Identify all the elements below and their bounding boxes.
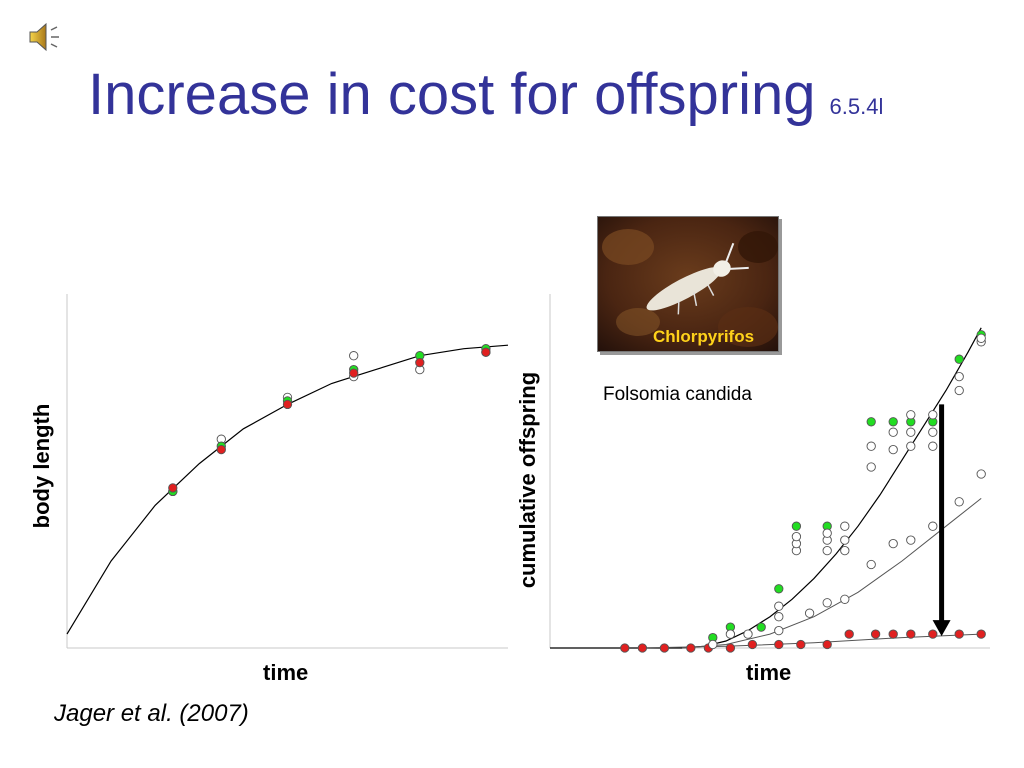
right-point-open-37 — [954, 497, 964, 507]
right-point-open-13 — [840, 545, 850, 556]
right-arrow-head — [932, 620, 951, 637]
left-point-red-6 — [481, 347, 491, 357]
right-point-open-25 — [928, 410, 938, 420]
right-point-red-12 — [870, 629, 881, 639]
right-point-red-4 — [686, 643, 696, 653]
right-point-open-3 — [743, 629, 753, 639]
right-fit-line-2 — [681, 498, 982, 649]
right-point-green-5 — [791, 521, 802, 531]
right-point-open-5 — [774, 612, 784, 622]
photo-label: Chlorpyrifos — [653, 327, 755, 346]
left-point-red-5 — [415, 357, 425, 368]
speaker-icon[interactable] — [26, 20, 66, 54]
right-point-green-8 — [888, 417, 898, 427]
right-point-green-7 — [866, 417, 876, 427]
right-point-open-14 — [840, 535, 850, 545]
right-point-red-17 — [976, 629, 986, 639]
right-point-green-11 — [954, 354, 964, 364]
right-point-open-16 — [866, 462, 876, 472]
slide-number: 6.5.4l — [829, 94, 884, 119]
right-point-open-12 — [822, 528, 832, 538]
right-fit-line-3 — [637, 633, 982, 649]
right-point-open-22 — [906, 410, 916, 420]
right-point-red-15 — [928, 629, 938, 639]
right-point-open-1 — [708, 639, 718, 650]
right-point-red-6 — [725, 643, 736, 653]
right-point-open-24 — [928, 427, 938, 437]
left-point-red-3 — [282, 399, 293, 410]
right-point-open-27 — [954, 371, 964, 382]
springtail-image — [598, 217, 778, 351]
right-point-red-16 — [954, 629, 964, 639]
right-point-open-20 — [906, 441, 916, 451]
right-point-red-8 — [774, 639, 784, 650]
left-point-red-2 — [216, 444, 226, 455]
right-point-open-36 — [928, 521, 938, 531]
left-point-red-1 — [168, 483, 178, 493]
right-point-open-10 — [822, 545, 832, 556]
right-point-red-3 — [659, 643, 670, 653]
right-point-red-11 — [844, 629, 854, 639]
right-point-open-33 — [866, 559, 876, 570]
right-point-open-9 — [791, 531, 802, 542]
title-text: Increase in cost for offspring — [88, 62, 816, 127]
right-point-green-4 — [774, 584, 784, 594]
right-point-open-15 — [840, 521, 850, 531]
right-point-red-7 — [747, 639, 758, 650]
right-fit-line-1 — [550, 327, 982, 649]
right-point-red-9 — [796, 639, 806, 650]
right-point-red-2 — [637, 643, 648, 653]
right-point-red-13 — [888, 629, 898, 639]
right-point-red-1 — [620, 643, 630, 653]
right-chart-xlabel: time — [746, 660, 792, 685]
right-point-open-23 — [928, 441, 938, 451]
left-chart-xlabel: time — [263, 660, 309, 685]
right-point-open-32 — [840, 594, 850, 604]
right-point-open-19 — [888, 427, 898, 437]
right-point-open-29 — [976, 333, 986, 343]
right-point-open-2 — [725, 629, 736, 639]
species-label: Folsomia candida — [603, 384, 752, 405]
right-point-open-35 — [906, 535, 916, 545]
right-point-open-26 — [954, 385, 964, 396]
right-point-open-6 — [774, 601, 784, 611]
right-point-open-4 — [774, 625, 784, 636]
right-point-open-21 — [906, 427, 916, 437]
slide-title: Increase in cost for offspring 6.5.4l — [88, 66, 883, 124]
left-point-open-4 — [349, 351, 359, 361]
right-point-open-17 — [866, 441, 876, 451]
right-point-green-3 — [756, 622, 766, 632]
left-point-red-4 — [349, 368, 359, 378]
right-point-red-14 — [906, 629, 916, 639]
right-point-open-38 — [976, 469, 986, 479]
springtail-photo — [597, 216, 779, 352]
right-point-open-34 — [888, 538, 898, 549]
citation: Jager et al. (2007) — [54, 700, 249, 727]
right-point-open-30 — [804, 608, 815, 618]
right-point-red-10 — [822, 639, 832, 650]
right-point-open-31 — [822, 598, 832, 608]
right-point-open-18 — [888, 444, 898, 455]
